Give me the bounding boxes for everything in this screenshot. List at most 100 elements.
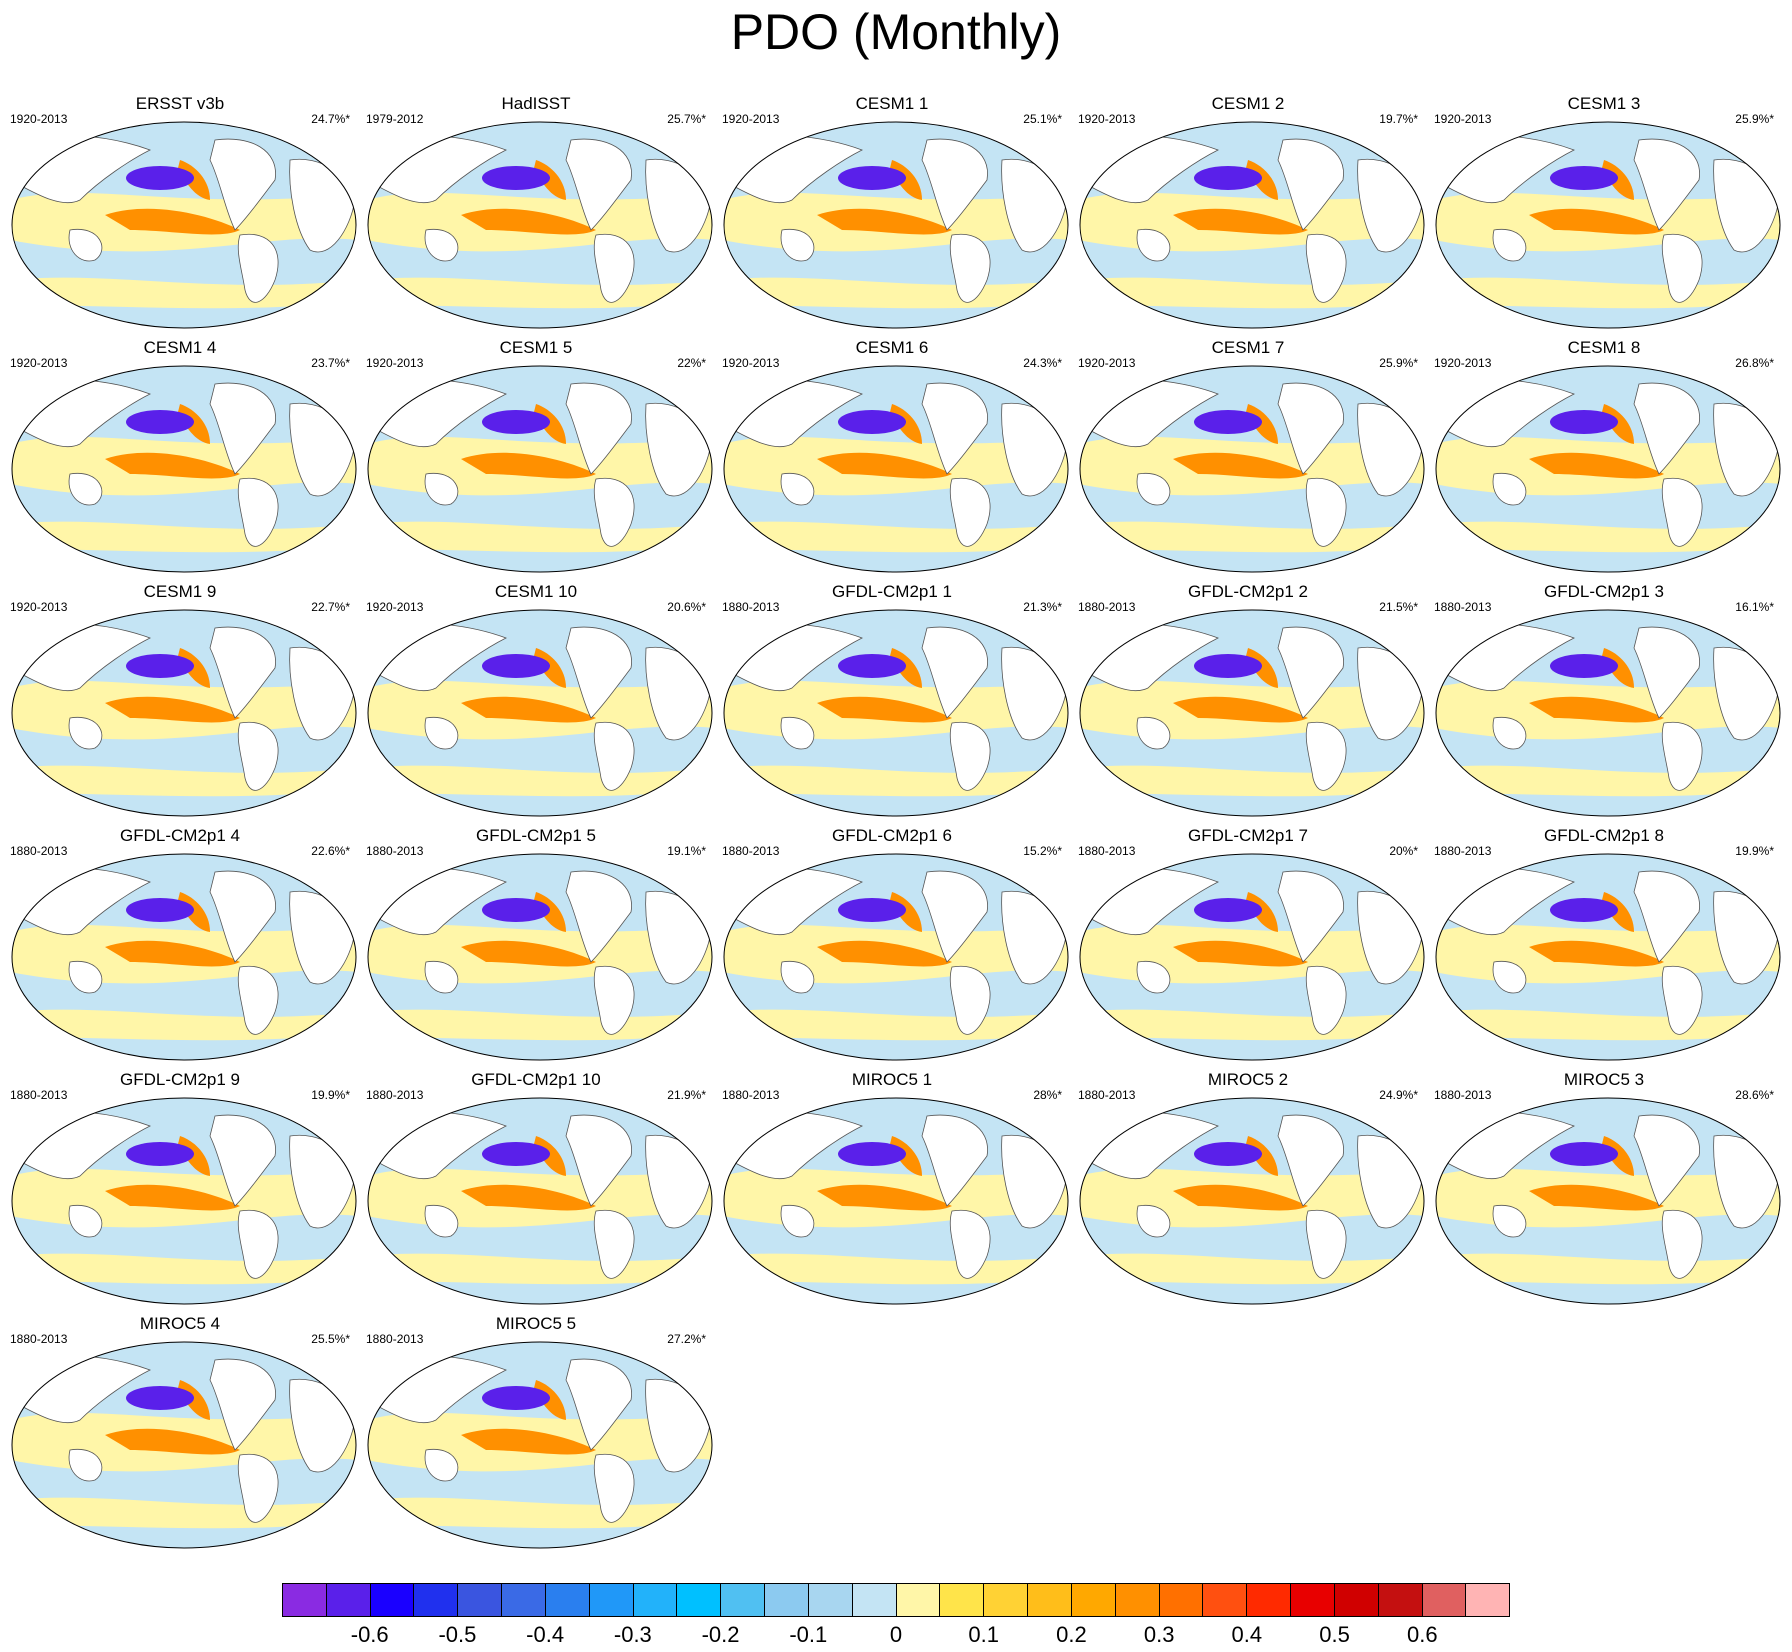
pdo-map (11, 853, 357, 1061)
panel-title: GFDL-CM2p1 9 (120, 1070, 240, 1089)
colorbar-box (414, 1584, 459, 1616)
warm-coast-arc (1246, 160, 1278, 200)
warm-coast-arc (178, 892, 210, 932)
warm-coast-arc (534, 404, 566, 444)
map-panel: GFDL-CM2p1 8 1880-2013 19.9%* (1426, 826, 1782, 1066)
pdo-map (1435, 121, 1781, 329)
panel-title: CESM1 1 (855, 94, 929, 113)
landmass (780, 960, 815, 994)
panel-title: CESM1 7 (1211, 338, 1285, 357)
panel-period: 1880-2013 (10, 1088, 68, 1102)
panel-period: 1920-2013 (1078, 112, 1136, 126)
warm-core (105, 696, 240, 723)
warm-core (1173, 696, 1308, 723)
panel-title: GFDL-CM2p1 2 (1188, 582, 1308, 601)
globe-outline (1079, 609, 1425, 817)
landmass (1136, 472, 1171, 506)
landmass (1661, 721, 1703, 791)
landmass (1305, 233, 1347, 303)
globe-outline (11, 365, 357, 573)
colorbar-tick-label: 0.6 (1406, 1622, 1438, 1647)
panel-variance: 28%* (1033, 1088, 1062, 1102)
landmass (921, 870, 988, 963)
warm-coast-arc (178, 648, 210, 688)
colorbar-box (589, 1584, 634, 1616)
map-panel: MIROC5 3 1880-2013 28.6%* (1426, 1070, 1782, 1310)
panel-title: MIROC5 1 (851, 1070, 933, 1089)
landmass (68, 1448, 103, 1482)
pdo-map (367, 1097, 713, 1305)
pdo-map (367, 609, 713, 817)
pdo-map (723, 609, 1069, 817)
colorbar-tick-label: 0 (889, 1622, 903, 1647)
warm-coast-arc (1602, 1136, 1634, 1176)
landmass (237, 965, 279, 1035)
colorbar-box (1291, 1584, 1335, 1616)
landmass (237, 1209, 279, 1279)
globe-outline (1079, 121, 1425, 329)
colorbar-tick-label: 0.5 (1319, 1622, 1350, 1647)
colorbar-box (458, 1584, 503, 1616)
panel-period: 1920-2013 (10, 356, 68, 370)
cold-core (126, 410, 194, 434)
panel-period: 1880-2013 (1434, 1088, 1492, 1102)
colorbar-box (502, 1584, 546, 1616)
panel-title: GFDL-CM2p1 6 (832, 826, 952, 845)
pdo-map (367, 365, 713, 573)
landmass (780, 228, 815, 262)
panel-title: MIROC5 3 (1563, 1070, 1645, 1089)
panel-period: 1920-2013 (1078, 356, 1136, 370)
colorbar-tick-label: -0.4 (526, 1622, 565, 1647)
warm-coast-arc (1246, 892, 1278, 932)
cold-core (126, 1142, 194, 1166)
warm-coast-arc (534, 648, 566, 688)
panel-variance: 22.6%* (311, 844, 350, 858)
panel-variance: 20%* (1389, 844, 1418, 858)
colorbar-box (1159, 1584, 1204, 1616)
landmass (424, 716, 459, 750)
panel-variance: 22.7%* (311, 600, 350, 614)
globe-outline (367, 853, 713, 1061)
panel-variance: 25.7%* (667, 112, 706, 126)
main-title: PDO (Monthly) (730, 4, 1062, 60)
globe-outline (723, 1097, 1069, 1305)
panel-period: 1880-2013 (722, 844, 780, 858)
warm-core (105, 940, 240, 967)
warm-coast-arc (1602, 648, 1634, 688)
map-panel: MIROC5 2 1880-2013 24.9%* (1070, 1070, 1426, 1310)
panel-variance: 21.3%* (1023, 600, 1062, 614)
colorbar-tick-label: 0.3 (1143, 1622, 1175, 1647)
pdo-map (11, 121, 357, 329)
pdo-map (11, 365, 357, 573)
colorbar-boxes (282, 1583, 1510, 1617)
warm-core (105, 1428, 240, 1455)
warm-coast-arc (1246, 1136, 1278, 1176)
cold-core (1550, 1142, 1618, 1166)
warm-core (817, 208, 952, 235)
map-panel: CESM1 5 1920-2013 22%* (358, 338, 714, 578)
colorbar-labels: -0.6 -0.5 -0.4 -0.3 -0.2 -0.1 0 0.1 0.2 0.3 0.4 0.5… (282, 1622, 1510, 1650)
colorbar-tick-label: -0.6 (350, 1622, 389, 1647)
panel-variance: 21.9%* (667, 1088, 706, 1102)
colorbar-tick-label: -0.2 (701, 1622, 740, 1647)
panel-variance: 24.9%* (1379, 1088, 1418, 1102)
landmass (424, 472, 459, 506)
landmass (209, 1114, 276, 1207)
colorbar-box (326, 1584, 371, 1616)
warm-coast-arc (178, 404, 210, 444)
warm-coast-arc (1602, 160, 1634, 200)
warm-coast-arc (1602, 404, 1634, 444)
panel-period: 1979-2012 (366, 112, 424, 126)
panel-variance: 16.1%* (1735, 600, 1774, 614)
landmass (565, 870, 632, 963)
landmass (565, 626, 632, 719)
landmass (1661, 965, 1703, 1035)
cold-core (482, 1386, 550, 1410)
panel-title: CESM1 2 (1211, 94, 1285, 113)
panel-period: 1880-2013 (366, 1332, 424, 1346)
globe-outline (1079, 1097, 1425, 1305)
landmass (68, 472, 103, 506)
landmass (68, 228, 103, 262)
pdo-map (1079, 609, 1425, 817)
landmass (1633, 382, 1700, 475)
